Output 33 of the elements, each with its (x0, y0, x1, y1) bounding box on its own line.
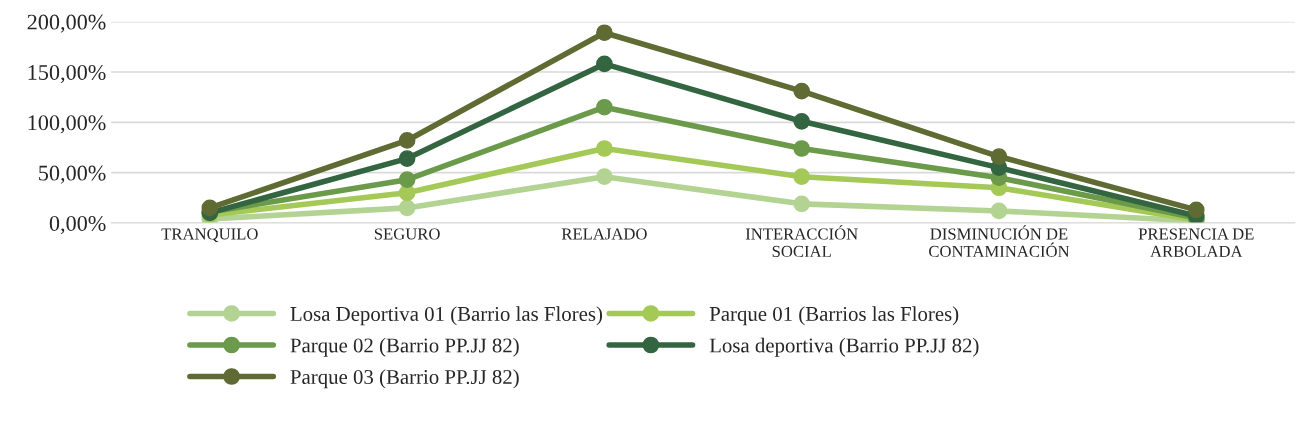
x-tick-label: SEGURO (374, 228, 440, 240)
y-tick-label: 200,00% (27, 14, 106, 33)
point (596, 168, 613, 186)
point (596, 55, 613, 73)
point (398, 199, 416, 217)
point (398, 132, 416, 149)
point (793, 140, 811, 157)
point (1187, 201, 1205, 219)
x-tick-label: DISMINUCIÓN DE CONTAMINACIÓN (929, 225, 1070, 258)
y-tick-label: 50,00% (39, 165, 106, 184)
y-tick-label: 0,00% (49, 215, 106, 235)
x-tick-label: INTERACCIÓN SOCIAL (745, 225, 858, 258)
legend-label: Parque 03 (Barrio PP.JJ 82) (290, 369, 519, 389)
point (596, 140, 613, 157)
y-tick-label: 150,00% (28, 64, 106, 84)
point (793, 112, 811, 130)
y-tick-label: 100,00% (28, 115, 106, 134)
legend-label: Losa deportiva (Barrio PP.JJ 82) (709, 337, 979, 357)
point (793, 168, 811, 186)
point (990, 148, 1008, 165)
legend-label: Parque 02 (Barrio PP.JJ 82) (290, 337, 519, 357)
point (596, 24, 613, 42)
legend-label: Losa Deportiva 01 (Barrio las Flores) (290, 306, 603, 326)
x-tick-label: TRANQUILO (161, 228, 258, 243)
point (398, 150, 416, 167)
point (398, 171, 416, 189)
point (596, 98, 613, 116)
x-tick-label: PRESENCIA DE ARBOLADA (1138, 228, 1254, 258)
x-tick-label: RELAJADO (561, 228, 647, 240)
point (793, 82, 811, 100)
point (793, 195, 811, 213)
legend-label: Parque 01 (Barrios las Flores) (709, 306, 959, 326)
point (990, 202, 1008, 220)
